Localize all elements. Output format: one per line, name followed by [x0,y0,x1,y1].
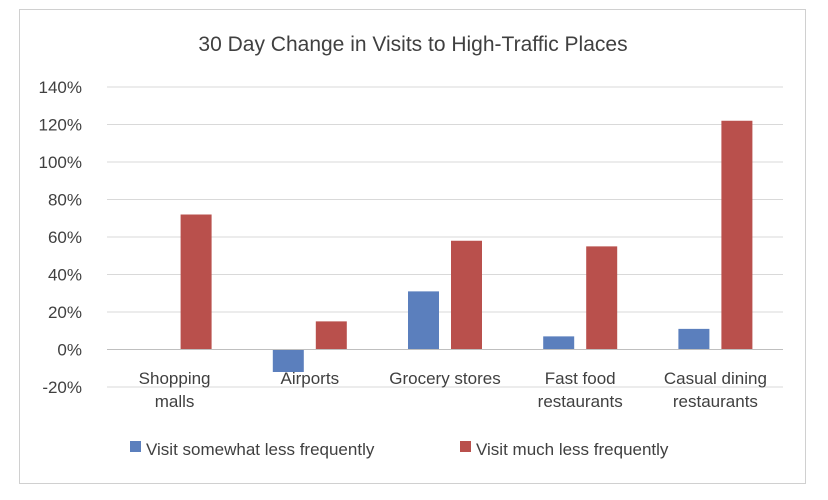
x-category-label: Airports [281,369,340,388]
x-category-line: Airports [281,369,340,388]
x-category-line: malls [155,392,195,411]
bar [272,349,304,372]
x-category-line: Grocery stores [389,369,500,388]
x-axis-categories: Shopping malls Airports Grocery stores Fast … [139,369,767,411]
legend-swatch [460,441,471,452]
x-category-line: restaurants [673,392,758,411]
bar [543,336,575,350]
bar [408,291,439,350]
bars [107,120,783,372]
bar [586,246,618,350]
y-tick-label: 40% [48,266,82,285]
x-category-line: Casual dining [664,369,767,388]
x-category-label: Casual dining restaurants [664,369,767,411]
chart-frame [19,9,806,484]
x-category-line: Fast food [545,369,616,388]
y-tick-label: -20% [42,378,82,397]
bar [451,240,482,350]
x-category-line: Shopping [139,369,211,388]
bar [315,321,347,350]
legend: Visit somewhat less frequently Visit much… [130,440,669,459]
gridlines [107,86,783,388]
y-tick-label: 80% [48,191,82,210]
legend-label: Visit somewhat less frequently [146,440,375,459]
y-tick-label: 100% [39,153,82,172]
x-category-label: Grocery stores [389,369,500,388]
y-tick-label: 0% [57,341,82,360]
x-category-label: Shopping malls [139,369,211,411]
bar [721,120,753,350]
y-tick-label: 60% [48,228,82,247]
bar [180,214,212,350]
y-tick-label: 120% [39,116,82,135]
y-tick-label: 20% [48,303,82,322]
legend-label: Visit much less frequently [476,440,669,459]
x-category-label: Fast food restaurants [538,369,623,411]
legend-swatch [130,441,141,452]
y-tick-label: 140% [39,78,82,97]
x-category-line: restaurants [538,392,623,411]
y-axis-ticks: -20% 0% 20% 40% 60% 80% 100% 120% 140% [39,78,82,397]
chart-title: 30 Day Change in Visits to High-Traffic … [198,33,627,56]
bar [678,328,710,350]
